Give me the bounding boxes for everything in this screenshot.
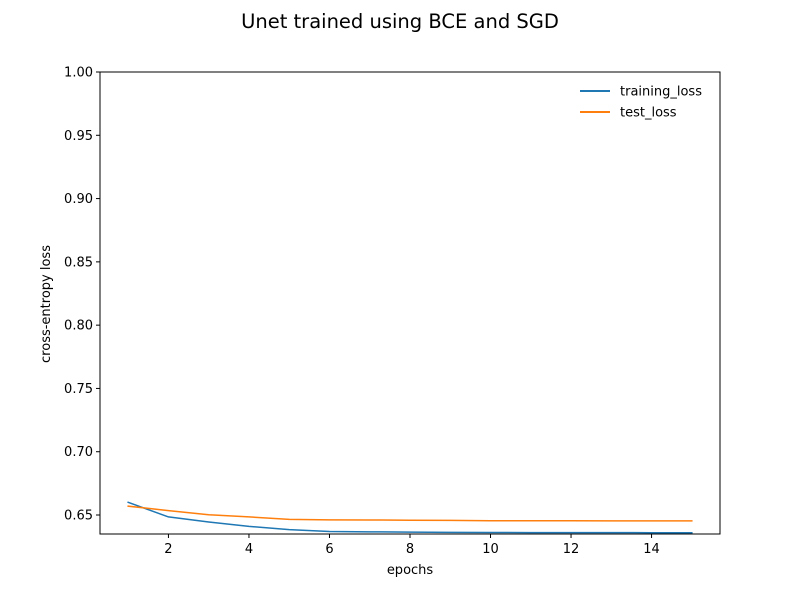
x-axis-label: epochs — [387, 563, 434, 578]
plot-frame — [99, 71, 721, 535]
legend-label-training_loss: training_loss — [620, 85, 702, 100]
x-tick-label: 6 — [325, 542, 333, 557]
series-line-test_loss — [127, 505, 693, 522]
x-tick-label: 10 — [482, 542, 499, 557]
x-tick-label: 14 — [643, 542, 660, 557]
x-tick-label: 12 — [563, 542, 580, 557]
y-tick-label: 0.85 — [64, 255, 93, 270]
y-tick-label: 0.65 — [64, 509, 93, 524]
y-tick-label: 0.95 — [64, 129, 93, 144]
y-tick-label: 1.00 — [64, 66, 93, 81]
y-tick-label: 0.75 — [64, 382, 93, 397]
y-tick-label: 0.80 — [64, 319, 93, 334]
x-tick-label: 2 — [164, 542, 172, 557]
y-axis-label: cross-entropy loss — [39, 245, 54, 363]
y-tick-label: 0.70 — [64, 445, 93, 460]
y-tick-label: 0.90 — [64, 192, 93, 207]
x-tick-label: 8 — [406, 542, 414, 557]
series-line-training_loss — [127, 501, 693, 534]
chart-title: Unet trained using BCE and SGD — [241, 10, 559, 33]
x-tick-label: 4 — [245, 542, 253, 557]
legend: training_loss test_loss — [580, 85, 702, 121]
plot-area: 2 4 6 8 10 12 14 0.65 0.70 0.75 0.80 0.85 0.90 0.95 1.… — [64, 66, 721, 557]
legend-label-test_loss: test_loss — [620, 106, 677, 121]
